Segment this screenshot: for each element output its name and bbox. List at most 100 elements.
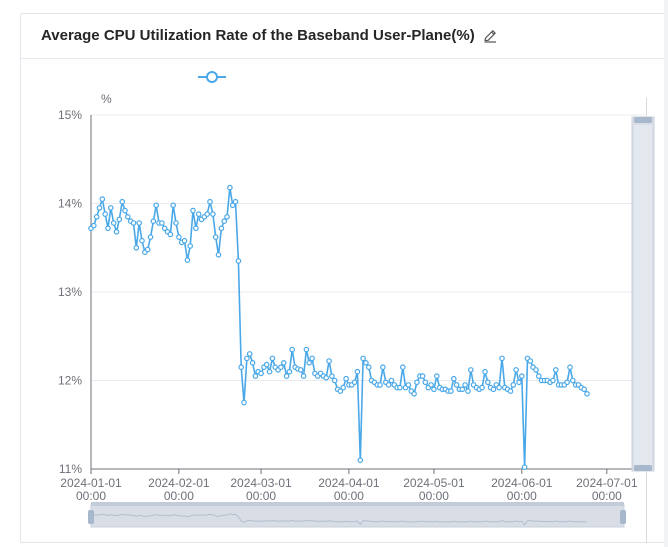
data-point [329, 373, 335, 379]
data-point [419, 373, 426, 379]
data-point [490, 386, 497, 393]
data-point [518, 373, 525, 379]
data-point [467, 367, 474, 373]
data-point [170, 202, 177, 209]
data-point [326, 358, 332, 364]
data-point [533, 367, 539, 373]
data-point [411, 390, 417, 397]
x-tick-time: 00:00 [507, 489, 537, 503]
data-point [218, 225, 225, 232]
data-point [564, 379, 570, 386]
data-point [161, 225, 168, 232]
data-point [280, 359, 287, 366]
data-point [139, 237, 145, 244]
chart-grid [91, 114, 647, 381]
x-tick-time: 00:00 [246, 489, 276, 503]
data-point [448, 388, 454, 394]
data-point [331, 377, 338, 384]
pencil-icon[interactable] [482, 28, 498, 44]
data-point [173, 220, 179, 226]
data-point [266, 368, 273, 375]
data-point [513, 367, 519, 373]
data-point [181, 237, 188, 244]
data-point [479, 384, 485, 391]
data-point [300, 373, 307, 379]
data-point [309, 355, 315, 362]
vertical-slider-handle-top[interactable] [634, 117, 652, 123]
data-point [246, 351, 253, 357]
data-point [244, 355, 250, 362]
data-point [527, 358, 534, 364]
data-point [130, 220, 137, 226]
data-point [221, 218, 228, 225]
chart-panel: Average CPU Utilization Rate of the Base… [20, 13, 668, 543]
data-point [405, 382, 412, 388]
window-right-edge [664, 0, 668, 547]
data-point [397, 384, 403, 391]
data-point [428, 382, 434, 388]
horizontal-zoom-slider[interactable] [88, 502, 626, 528]
panel-header: Average CPU Utilization Rate of the Base… [21, 14, 667, 59]
data-point [323, 374, 330, 381]
x-tick-date: 2024-01-01 [60, 476, 122, 490]
data-point [204, 211, 211, 217]
data-point [286, 368, 293, 375]
x-tick-date: 2024-05-01 [403, 476, 465, 490]
chart-axes: 15%14%13%12%11%%2024-01-0100:002024-02-0… [58, 92, 647, 503]
data-point [462, 382, 468, 388]
data-point [283, 373, 290, 379]
data-point [108, 205, 114, 211]
horizontal-slider-handle-right[interactable] [620, 510, 626, 524]
data-point [499, 355, 505, 362]
data-point [227, 184, 233, 191]
horizontal-slider-bar[interactable] [91, 502, 624, 506]
data-point [343, 375, 349, 382]
data-point [184, 257, 191, 263]
vertical-slider-handle-bottom[interactable] [634, 465, 652, 471]
data-point [249, 359, 256, 366]
x-tick-time: 00:00 [164, 489, 194, 503]
vertical-zoom-slider[interactable] [631, 116, 655, 472]
data-point [453, 382, 460, 388]
legend-marker[interactable] [206, 71, 218, 83]
data-point [465, 388, 471, 394]
y-tick-label: 13% [58, 285, 82, 299]
data-point [229, 202, 236, 209]
data-point [235, 258, 242, 264]
data-point [484, 379, 491, 386]
chart-legend[interactable] [198, 71, 226, 83]
data-point [116, 216, 123, 223]
data-point [150, 218, 157, 225]
x-tick-time: 00:00 [334, 489, 364, 503]
data-point [278, 364, 284, 371]
data-point [552, 367, 559, 373]
data-point [119, 198, 126, 205]
data-point [241, 399, 247, 406]
chart-series [88, 184, 590, 471]
data-point [224, 214, 230, 220]
x-tick-date: 2024-03-01 [230, 476, 292, 490]
horizontal-slider-handle-left[interactable] [88, 510, 94, 524]
data-point [232, 198, 239, 205]
data-point [422, 379, 429, 386]
data-point [507, 388, 514, 394]
data-point [238, 364, 245, 371]
data-point [122, 207, 128, 214]
data-point [535, 373, 542, 379]
slider-preview-line [90, 513, 588, 526]
data-point [110, 220, 117, 226]
data-point [377, 382, 383, 388]
data-point [306, 359, 313, 366]
data-point [584, 390, 590, 397]
data-point [144, 246, 151, 253]
data-point [340, 384, 347, 391]
data-point [153, 202, 160, 209]
data-point [399, 364, 406, 371]
data-point [521, 464, 528, 471]
x-tick-time: 00:00 [592, 489, 622, 503]
vertical-slider-shadow [634, 125, 652, 465]
y-tick-label: 14% [58, 197, 82, 211]
data-point [357, 457, 364, 464]
x-tick-time: 00:00 [76, 489, 106, 503]
